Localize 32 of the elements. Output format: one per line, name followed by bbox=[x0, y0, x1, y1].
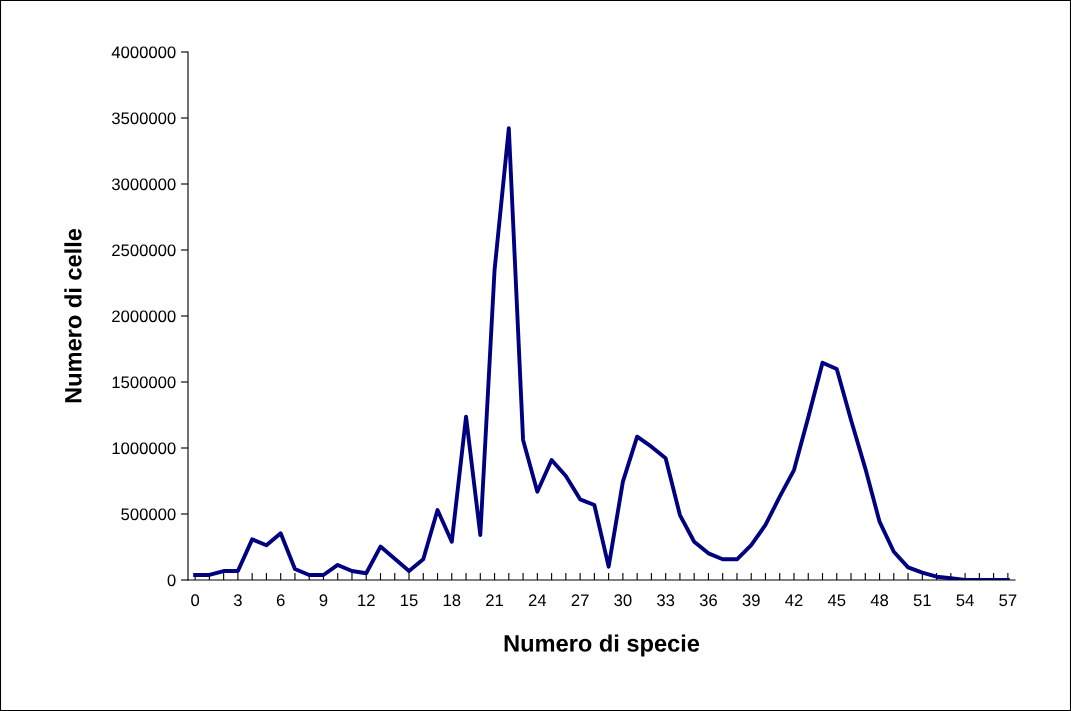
x-tick-label: 0 bbox=[191, 594, 200, 607]
x-tick-label: 9 bbox=[319, 594, 328, 607]
x-tick-label: 18 bbox=[443, 594, 461, 607]
x-tick-label: 57 bbox=[999, 594, 1017, 607]
x-tick-label: 45 bbox=[827, 594, 846, 607]
x-tick-label: 48 bbox=[870, 594, 889, 607]
x-tick-label: 12 bbox=[358, 594, 375, 606]
x-tick-label: 21 bbox=[486, 594, 504, 606]
x-tick-label: 42 bbox=[785, 594, 803, 606]
x-tick-label: 24 bbox=[528, 594, 547, 606]
x-axis-title: Numero di specie bbox=[504, 634, 700, 657]
x-tick-label: 27 bbox=[571, 594, 589, 606]
line-series bbox=[193, 126, 1010, 580]
x-tick-label: 54 bbox=[956, 594, 974, 607]
x-tick-label: 15 bbox=[401, 594, 418, 607]
x-tick-label: 6 bbox=[276, 594, 285, 607]
y-tick-label: 3500000 bbox=[111, 112, 176, 125]
y-tick-label: 2500000 bbox=[112, 244, 176, 257]
y-tick-label: 3000000 bbox=[111, 178, 176, 191]
x-tick-label: 36 bbox=[699, 594, 717, 607]
y-tick-label: 500000 bbox=[121, 508, 176, 521]
y-tick-label: 1500000 bbox=[112, 376, 176, 389]
x-tick-label: 30 bbox=[614, 594, 632, 607]
y-tick-label: 2000000 bbox=[112, 310, 176, 323]
x-tick-label: 3 bbox=[233, 594, 242, 607]
y-tick-label: 4000000 bbox=[111, 46, 176, 59]
x-tick-label: 39 bbox=[742, 594, 760, 607]
x-tick-label: 33 bbox=[657, 594, 675, 607]
x-tick-label: 51 bbox=[913, 594, 931, 607]
y-tick-label: 0 bbox=[167, 574, 176, 587]
y-axis-title: Numero di celle bbox=[64, 228, 82, 403]
y-tick-label: 1000000 bbox=[112, 442, 176, 455]
